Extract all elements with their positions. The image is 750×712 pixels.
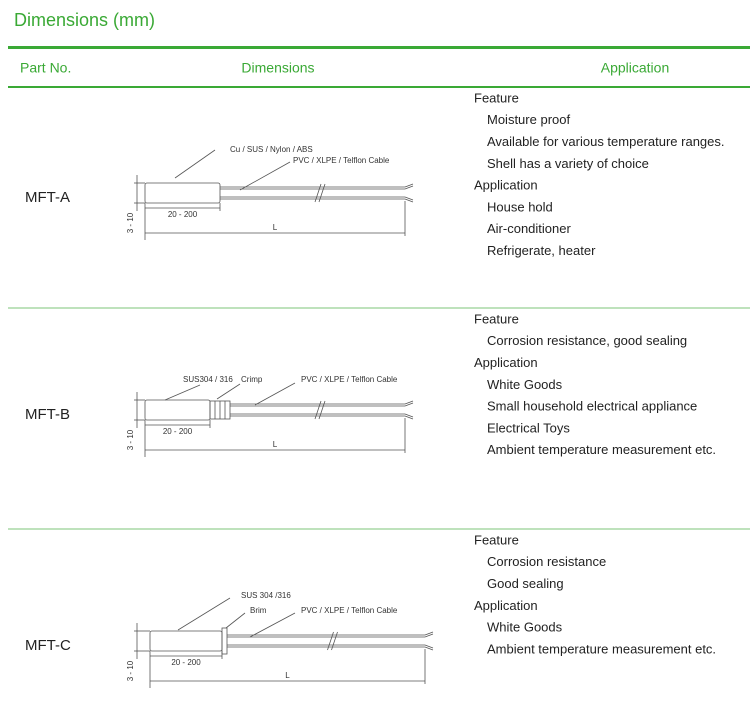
wire-end	[404, 413, 414, 420]
leader	[174, 149, 216, 179]
app-heading: Application	[474, 598, 538, 613]
app-item: Shell has a variety of choice	[487, 156, 649, 171]
leader	[239, 161, 291, 191]
wire-end	[424, 644, 434, 651]
app-item: Air-conditioner	[487, 221, 571, 236]
sensor-body	[149, 630, 223, 652]
app-heading: Application	[474, 178, 538, 193]
rule	[8, 86, 750, 88]
leader	[216, 383, 241, 400]
leader	[249, 612, 296, 638]
dim-label: 3 - 10	[126, 212, 135, 233]
callout: Crimp	[241, 375, 263, 384]
app-item: Ambient temperature measurement etc.	[487, 442, 716, 457]
leader	[164, 384, 201, 401]
app-heading: Feature	[474, 311, 519, 326]
leader	[254, 382, 296, 406]
callout: Brim	[250, 606, 267, 615]
dim-label: 20 - 200	[168, 210, 198, 219]
break	[314, 400, 326, 420]
callout: SUS304 / 316	[183, 375, 233, 384]
brim	[221, 627, 228, 655]
app-item: Refrigerate, heater	[487, 243, 596, 258]
app-item: House hold	[487, 199, 553, 214]
part-no: MFT-C	[25, 637, 71, 654]
wire-end	[404, 400, 414, 407]
callout: PVC / XLPE / Telflon Cable	[293, 156, 390, 165]
col-header: Application	[601, 60, 670, 76]
app-heading: Feature	[474, 90, 519, 105]
dim-label: L	[285, 671, 290, 680]
app-heading: Application	[474, 355, 538, 370]
dim-label: L	[273, 223, 278, 232]
diagram	[134, 597, 434, 688]
title: Dimensions (mm)	[14, 10, 155, 30]
app-item: White Goods	[487, 377, 563, 392]
dim-label: 20 - 200	[171, 658, 201, 667]
app-item: Small household electrical appliance	[487, 399, 697, 414]
rule	[8, 46, 750, 49]
diagram	[134, 149, 414, 240]
app-item: Electrical Toys	[487, 420, 570, 435]
callout: PVC / XLPE / Telflon Cable	[301, 606, 398, 615]
break	[327, 631, 338, 651]
app-item: Corrosion resistance	[487, 554, 606, 569]
callout: SUS 304 /316	[241, 591, 291, 600]
app-item: Moisture proof	[487, 112, 570, 127]
col-header: Part No.	[20, 60, 71, 76]
break	[314, 183, 326, 203]
app-item: Available for various temperature ranges…	[487, 134, 725, 149]
app-item: Ambient temperature measurement etc.	[487, 641, 716, 656]
callout: PVC / XLPE / Telflon Cable	[301, 375, 398, 384]
app-item: White Goods	[487, 620, 563, 635]
sensor-body	[144, 182, 221, 204]
leader	[177, 597, 231, 631]
sensor-body	[144, 399, 211, 421]
part-no: MFT-A	[25, 189, 70, 206]
col-header: Dimensions	[241, 60, 314, 76]
dim-label: 3 - 10	[126, 429, 135, 450]
dim-label: 3 - 10	[126, 660, 135, 681]
wire-end	[424, 631, 434, 638]
leader	[225, 612, 246, 629]
dim-label: L	[273, 440, 278, 449]
wire-end	[404, 183, 414, 190]
dim-label: 20 - 200	[163, 427, 193, 436]
wire-end	[404, 196, 414, 203]
callout: Cu / SUS / Nylon / ABS	[230, 145, 313, 154]
app-item: Corrosion resistance, good sealing	[487, 333, 687, 348]
part-no: MFT-B	[25, 406, 70, 423]
diagram	[134, 382, 414, 457]
app-heading: Feature	[474, 532, 519, 547]
app-item: Good sealing	[487, 576, 564, 591]
